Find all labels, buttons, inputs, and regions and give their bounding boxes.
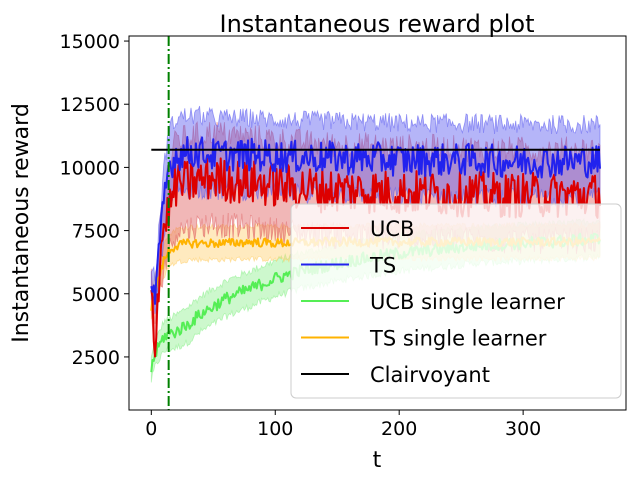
- y-tick-label: 10000: [60, 157, 120, 179]
- legend-label: UCB single learner: [370, 290, 565, 314]
- x-tick-label: 100: [257, 418, 293, 440]
- plot-frame: [128, 35, 627, 411]
- series-line-1: [150, 136, 601, 305]
- chart-title: Instantaneous reward plot: [220, 10, 535, 38]
- y-tick-label: 15000: [60, 31, 120, 53]
- legend-label: TS single learner: [369, 327, 547, 351]
- y-tick-label: 7500: [72, 221, 120, 243]
- x-tick-label: 300: [505, 418, 541, 440]
- series-line-0: [150, 157, 601, 358]
- x-axis-label: t: [373, 448, 382, 473]
- y-tick-label: 5000: [72, 284, 120, 306]
- y-tick-label: 2500: [72, 347, 120, 369]
- legend-label: Clairvoyant: [370, 363, 490, 387]
- x-tick-label: 0: [145, 418, 157, 440]
- legend-label: UCB: [370, 217, 414, 241]
- y-tick-label: 12500: [60, 94, 120, 116]
- legend-label: TS: [369, 254, 396, 278]
- x-tick-label: 200: [381, 418, 417, 440]
- legend: UCB TS UCB single learner TS single learner…: [290, 203, 622, 399]
- legend-box: [290, 203, 622, 399]
- y-axis-label: Instantaneous reward: [9, 103, 34, 343]
